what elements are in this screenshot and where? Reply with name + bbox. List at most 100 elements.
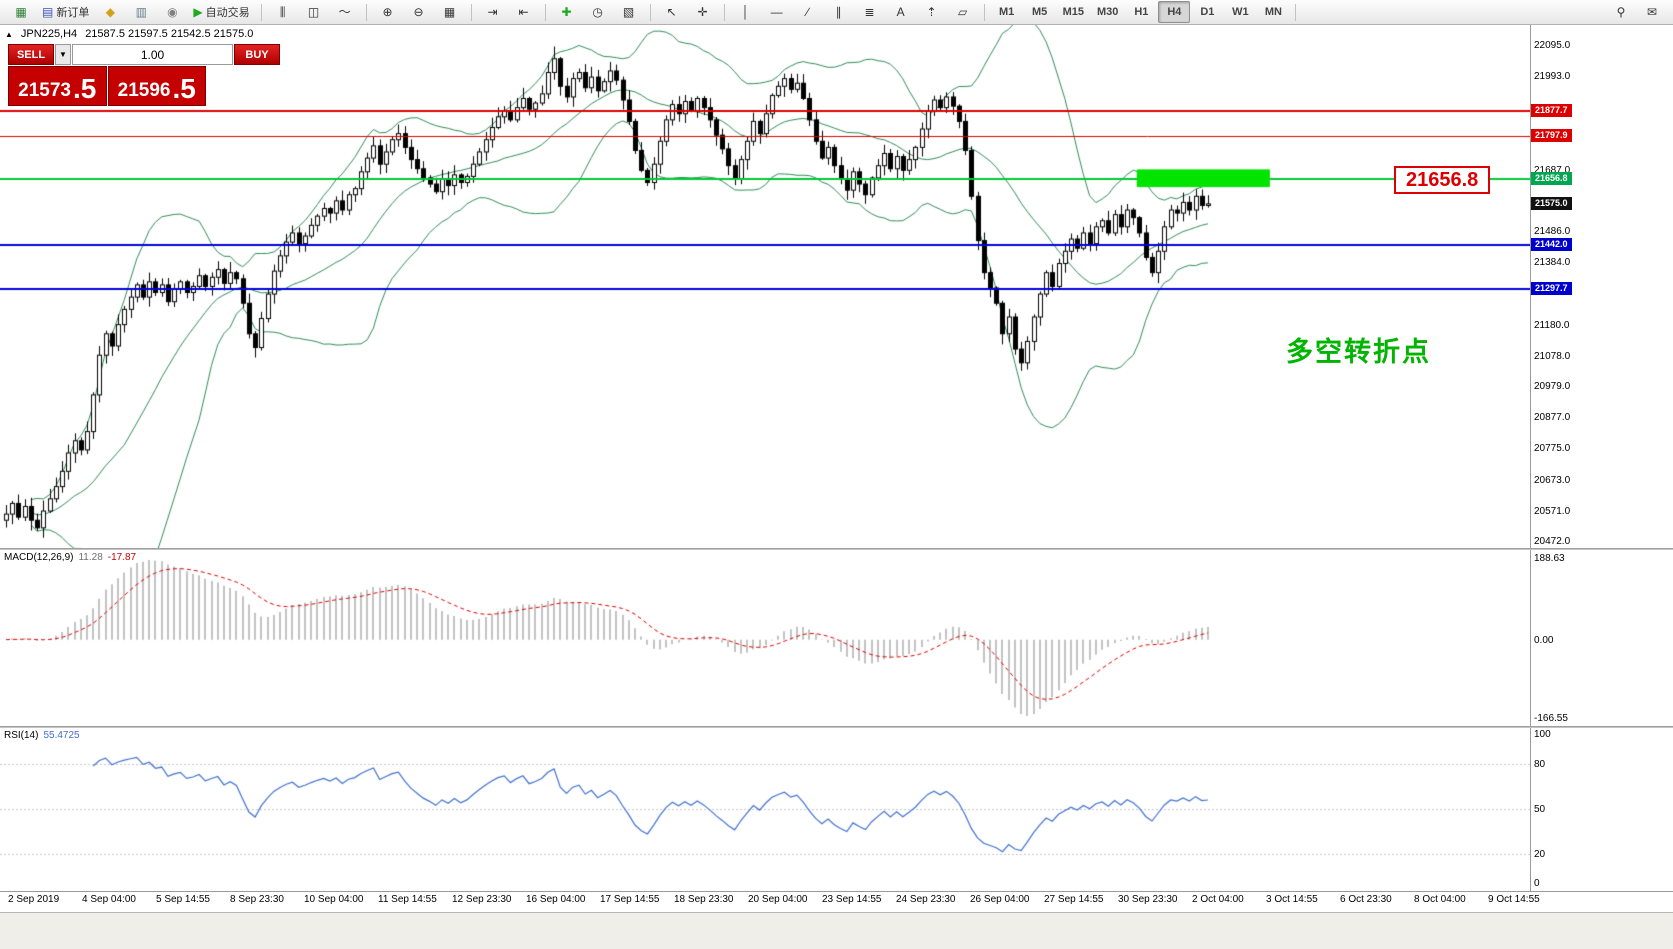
toolbar-separator [649,3,651,21]
timeframe-h1-button[interactable]: H1 [1125,1,1157,23]
chart-profiles-icon: ◆ [105,5,115,19]
timeframe-m30-button[interactable]: M30 [1091,1,1124,23]
navigator-button[interactable]: ◉ [157,1,187,23]
candlestick-chart-button[interactable]: ◫ [299,1,329,23]
line-chart-button[interactable]: 〜 [330,1,360,23]
new-order-button[interactable]: ▤ 新订单 [37,1,94,23]
timeframe-d1-button-label: D1 [1200,6,1215,18]
time-axis [0,891,1673,913]
indicators-button[interactable]: ✚ [552,1,582,23]
fibonacci-button[interactable]: ≣ [855,1,885,23]
pane-splitter-macd[interactable] [0,548,1673,550]
timeframe-h4-button-label: H4 [1167,6,1182,18]
time-axis-label: 30 Sep 23:30 [1118,894,1178,905]
vertical-line-button[interactable]: │ [731,1,761,23]
new-order-button-label: 新订单 [56,7,90,19]
macd-canvas[interactable] [0,550,1530,726]
buy-button[interactable]: BUY [234,44,280,65]
buy-price[interactable]: 21596.5 [107,66,206,106]
buy-price-frac: .5 [172,73,196,104]
sell-button[interactable]: SELL [8,44,54,65]
arrows-icon: ⇡ [926,5,937,19]
buy-price-main: 21596 [117,80,171,101]
zoom-in-button[interactable]: ⊕ [373,1,403,23]
zoom-out-button[interactable]: ⊖ [404,1,434,23]
toolbar-group: │ — ∕ ∥ ≣ A ⇡ ▱ [729,1,980,23]
shapes-button[interactable]: ▱ [948,1,978,23]
toolbar-separator [470,3,472,21]
time-axis-label: 17 Sep 14:55 [600,894,660,905]
bar-chart-button[interactable]: ⫼ [268,1,298,23]
timeframe-mn-button-label: MN [1264,6,1282,18]
rsi-axis-label: 20 [1534,849,1546,860]
rsi-axis-label: 50 [1534,804,1546,815]
toolbar-group: M1 M5 M15 M30 H1 H4 D1 W1 MN [989,1,1292,23]
symbol-label: JPN225,H4 [20,28,78,40]
timeframe-m15-button[interactable]: M15 [1057,1,1090,23]
cursor-button[interactable]: ↖ [657,1,687,23]
chart-profiles-button[interactable]: ◆ [95,1,125,23]
trendline-button[interactable]: ∕ [793,1,823,23]
time-axis-label: 10 Sep 04:00 [304,894,364,905]
market-watch-button[interactable]: ▥ [126,1,156,23]
volume-input[interactable] [72,44,233,65]
auto-scroll-button[interactable]: ⇥ [478,1,508,23]
time-axis-label: 8 Oct 04:00 [1414,894,1466,905]
market-watch-icon: ▥ [135,5,148,19]
zoom-out-icon: ⊖ [413,5,424,19]
autotrading-button[interactable]: ▶ 自动交易 [188,1,254,23]
toolbar-separator [983,3,985,21]
timeframe-m30-button-label: M30 [1096,6,1119,18]
new-chart-button[interactable]: ▦ [6,1,36,23]
search-button[interactable]: ⚲ [1606,1,1636,23]
price-callout[interactable]: 21656.8 [1394,166,1491,194]
rsi-axis-label: 100 [1534,729,1551,740]
price-axis-label: 20673.0 [1534,474,1571,486]
price-axis-label: 20571.0 [1534,505,1571,517]
toolbar-separator [365,3,367,21]
crosshair-button[interactable]: ✛ [688,1,718,23]
chart-shift-button[interactable]: ⇤ [509,1,539,23]
rsi-axis-label: 80 [1534,759,1546,770]
periods-button[interactable]: ◷ [583,1,613,23]
main-chart-canvas[interactable] [0,25,1530,549]
time-axis-label: 16 Sep 04:00 [526,894,586,905]
toolbar-group: ↖ ✛ [655,1,720,23]
collapse-icon[interactable]: ▲ [5,29,13,39]
timeframe-m1-button[interactable]: M1 [991,1,1023,23]
toolbar-separator [723,3,725,21]
price-axis-tag: 21442.0 [1531,237,1572,251]
time-axis-label: 2 Oct 04:00 [1192,894,1244,905]
symbol-ohlc: 21587.5 21597.5 21542.5 21575.0 [85,28,254,40]
price-axis-line [1530,25,1531,891]
new-chart-icon: ▦ [15,5,27,19]
rsi-value: 55.4725 [43,730,80,741]
price-axis-label: 21993.0 [1534,71,1571,83]
time-axis-label: 6 Oct 23:30 [1340,894,1392,905]
arrows-button[interactable]: ⇡ [917,1,947,23]
volume-dropdown-button[interactable]: ▼ [55,44,71,65]
pane-splitter-rsi[interactable] [0,726,1673,728]
templates-button[interactable]: ▧ [614,1,644,23]
chart-annotation[interactable]: 多空转折点 [1286,337,1431,367]
time-axis-label: 20 Sep 04:00 [748,894,808,905]
timeframe-h4-button[interactable]: H4 [1158,1,1191,23]
bar-chart-icon: ⫼ [279,5,286,19]
timeframe-w1-button[interactable]: W1 [1224,1,1256,23]
auto-scroll-icon: ⇥ [487,5,498,19]
sell-price[interactable]: 21573.5 [8,66,107,106]
channel-icon: ∥ [835,5,842,19]
rsi-canvas[interactable] [0,728,1530,890]
tile-windows-button[interactable]: ▦ [435,1,465,23]
toolbar-group: ⫼ ◫ 〜 [266,1,362,23]
price-axis-tag: 21656.8 [1531,171,1572,185]
timeframe-m5-button[interactable]: M5 [1024,1,1056,23]
horizontal-line-button[interactable]: — [762,1,792,23]
text-button[interactable]: A [886,1,916,23]
messages-button[interactable]: ✉ [1637,1,1667,23]
candlestick-chart-icon: ◫ [307,5,320,19]
channel-button[interactable]: ∥ [824,1,854,23]
timeframe-d1-button[interactable]: D1 [1191,1,1223,23]
price-axis-label: 21078.0 [1534,350,1571,362]
timeframe-mn-button[interactable]: MN [1257,1,1289,23]
